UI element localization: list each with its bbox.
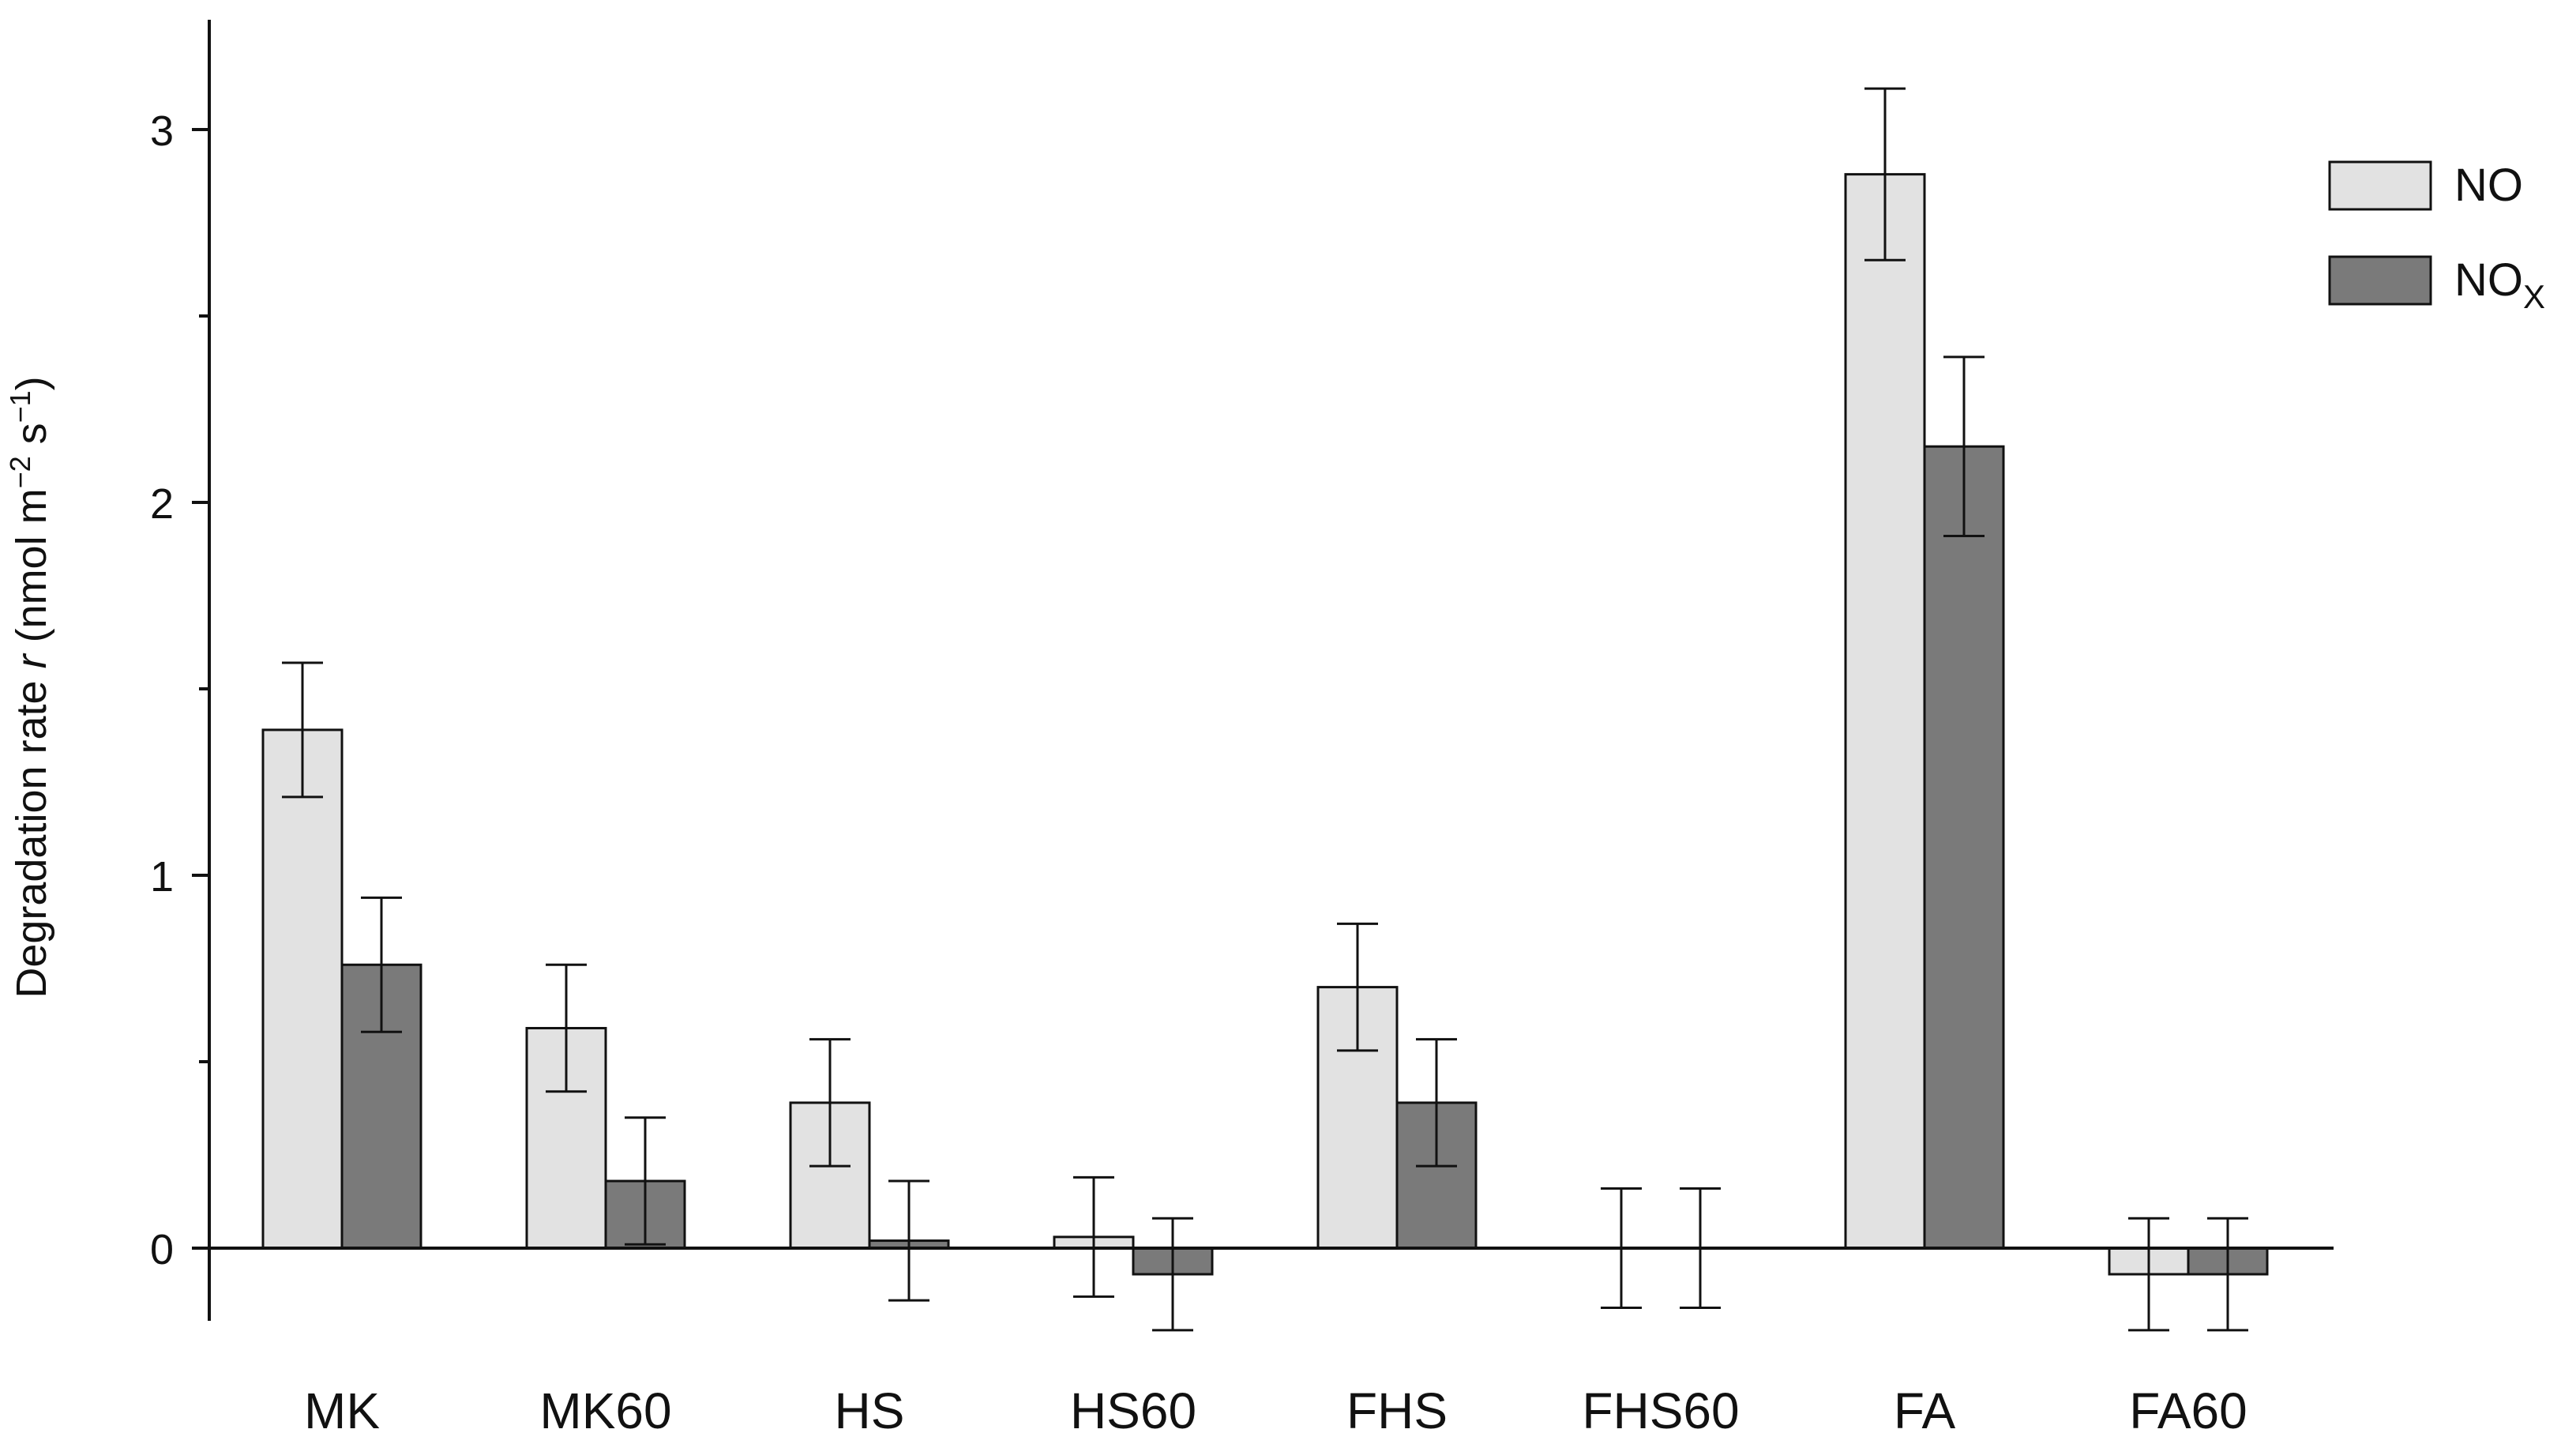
bar-no-mk [261,728,344,1250]
x-tick-label-fhs60: FHS60 [1582,1382,1739,1439]
x-tick-label-fhs: FHS [1346,1382,1448,1439]
x-tick-label-hs: HS [835,1382,905,1439]
x-tick-label-mk: MK [304,1382,380,1439]
y-tick-label: 2 [150,480,174,528]
y-axis: 0 1 2 3 [150,20,211,1321]
y-tick-label: 1 [150,853,174,901]
x-tick-label-fa: FA [1894,1382,1956,1439]
bar-nox-fa [1923,445,2005,1250]
y-tick-label: 0 [150,1226,174,1273]
legend-swatch-no [2328,160,2432,211]
legend: NO NOX [2328,160,2545,315]
x-tick-label-mk60: MK60 [539,1382,671,1439]
legend-swatch-nox [2328,255,2432,306]
x-tick-label-fa60: FA60 [2129,1382,2247,1439]
y-axis-label: Degradation rate r (nmol m−2 s−1) [4,376,55,998]
bars [261,173,2269,1276]
error-bars [282,87,2248,1332]
y-tick-label: 3 [150,107,174,155]
bar-no-fa [1844,173,1926,1250]
legend-label-no: NO [2454,160,2523,211]
x-tick-labels: MK MK60 HS HS60 FHS FHS60 FA FA60 [304,1382,2247,1439]
legend-label-nox: NOX [2454,254,2545,315]
x-tick-label-hs60: HS60 [1070,1382,1196,1439]
